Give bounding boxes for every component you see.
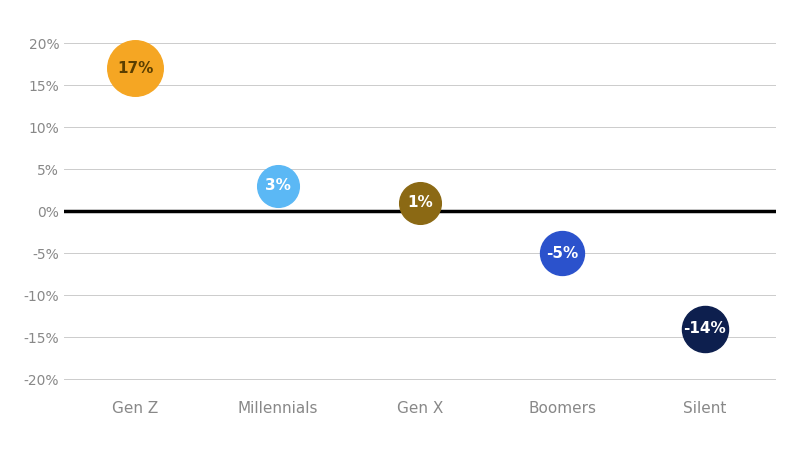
Text: 17%: 17% <box>117 61 154 76</box>
Text: -5%: -5% <box>546 246 578 261</box>
Point <box>271 182 284 189</box>
Text: -14%: -14% <box>683 321 726 336</box>
Text: 3%: 3% <box>265 179 290 194</box>
Point <box>129 65 142 72</box>
Text: 1%: 1% <box>407 195 433 210</box>
Point <box>414 199 426 207</box>
Point <box>698 325 711 333</box>
Point <box>556 250 569 257</box>
